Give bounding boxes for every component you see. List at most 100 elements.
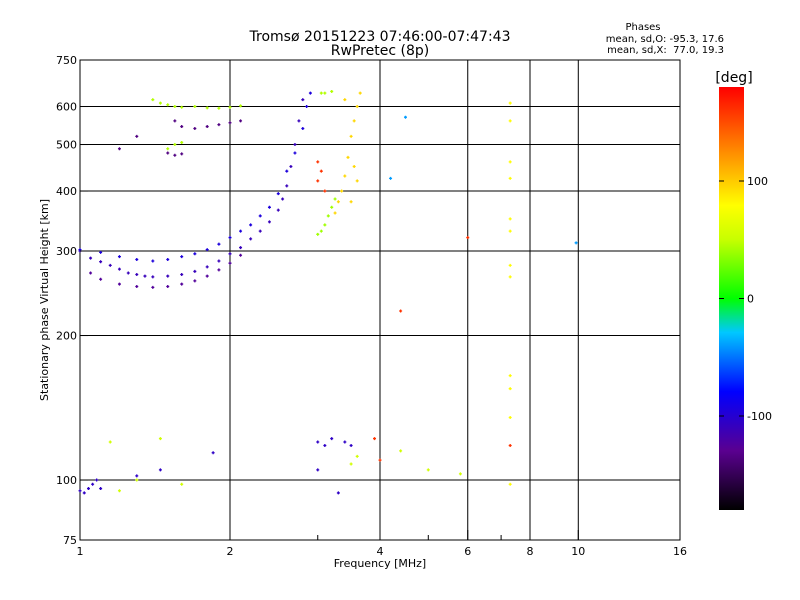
stats-heading: Phases <box>625 22 660 33</box>
data-point <box>95 478 99 482</box>
series-7 <box>316 160 512 462</box>
data-point <box>399 449 403 453</box>
y-axis-ticks: 75 100 200 300 400 500 600 750 <box>56 54 88 547</box>
series-1 <box>89 253 243 289</box>
data-point <box>323 444 327 448</box>
data-point <box>508 482 512 486</box>
data-point <box>343 98 347 102</box>
y-tick-label: 400 <box>56 185 77 198</box>
data-point <box>239 229 243 233</box>
data-point <box>173 105 177 109</box>
data-point <box>355 179 359 183</box>
data-point <box>205 265 209 269</box>
data-point <box>330 205 334 209</box>
data-point <box>323 189 327 193</box>
data-point <box>151 98 155 102</box>
data-point <box>305 105 309 109</box>
data-point <box>108 440 112 444</box>
data-point <box>508 444 512 448</box>
data-point <box>193 252 197 256</box>
series-6 <box>117 119 243 157</box>
data-point <box>117 282 121 286</box>
data-point <box>89 256 93 260</box>
data-point <box>193 279 197 283</box>
data-point <box>205 274 209 278</box>
data-point <box>316 440 320 444</box>
data-point <box>285 169 289 173</box>
data-point <box>151 275 155 279</box>
data-point <box>352 164 356 168</box>
data-point <box>346 155 350 159</box>
data-point <box>217 123 221 127</box>
data-point <box>86 487 90 491</box>
data-point <box>349 444 353 448</box>
y-tick-label: 500 <box>56 139 77 152</box>
y-tick-label: 300 <box>56 245 77 258</box>
data-point <box>135 258 139 262</box>
data-point <box>316 232 320 236</box>
data-point <box>193 105 197 109</box>
data-point <box>180 255 184 259</box>
data-point <box>180 125 184 129</box>
y-tick-label: 75 <box>63 534 77 547</box>
data-point <box>126 271 130 275</box>
stats-x-line: mean, sd,X: 77.0, 19.3 <box>607 45 724 56</box>
data-point <box>249 237 253 241</box>
data-point <box>378 458 382 462</box>
data-point <box>508 160 512 164</box>
data-point <box>319 229 323 233</box>
data-point <box>135 273 139 277</box>
data-point <box>319 91 323 95</box>
data-point <box>228 261 232 265</box>
series-9 <box>78 437 353 495</box>
data-point <box>117 489 121 493</box>
data-point <box>508 415 512 419</box>
data-point <box>258 229 262 233</box>
data-point <box>143 274 147 278</box>
x-tick-label: 6 <box>464 545 471 558</box>
data-point <box>193 126 197 130</box>
data-point <box>389 176 393 180</box>
data-point <box>508 176 512 180</box>
data-point <box>343 174 347 178</box>
data-point <box>508 275 512 279</box>
data-point <box>135 474 139 478</box>
data-point <box>180 140 184 144</box>
data-point <box>399 309 403 313</box>
data-point <box>333 197 337 201</box>
data-point <box>508 374 512 378</box>
data-point <box>166 274 170 278</box>
colorbar-label: [deg] <box>715 70 752 86</box>
data-point <box>239 104 243 108</box>
data-point <box>166 258 170 262</box>
data-point <box>373 437 377 441</box>
data-point <box>297 119 301 123</box>
data-point <box>281 197 285 201</box>
stats-o-line: mean, sd,O: -95.3, 17.6 <box>606 34 724 45</box>
x-tick-label: 2 <box>227 545 234 558</box>
data-point <box>249 223 253 227</box>
data-point <box>336 200 340 204</box>
data-point <box>117 267 121 271</box>
data-point <box>285 184 289 188</box>
data-point <box>276 192 280 196</box>
colorbar: [deg] 100 0 -100 <box>715 70 772 510</box>
x-tick-label: 4 <box>377 545 384 558</box>
data-point <box>355 105 359 109</box>
data-point <box>239 246 243 250</box>
x-tick-label: 16 <box>673 545 687 558</box>
data-point <box>205 125 209 129</box>
y-tick-label: 600 <box>56 101 77 114</box>
series-10 <box>108 437 462 493</box>
data-point <box>326 214 330 218</box>
data-point <box>180 105 184 109</box>
grid-lines <box>80 60 680 540</box>
data-point <box>355 454 359 458</box>
data-point <box>99 260 103 264</box>
colorbar-ticks: 100 0 -100 <box>719 175 772 423</box>
data-point <box>340 189 344 193</box>
data-point <box>466 236 470 240</box>
data-point <box>267 205 271 209</box>
data-point <box>173 153 177 157</box>
